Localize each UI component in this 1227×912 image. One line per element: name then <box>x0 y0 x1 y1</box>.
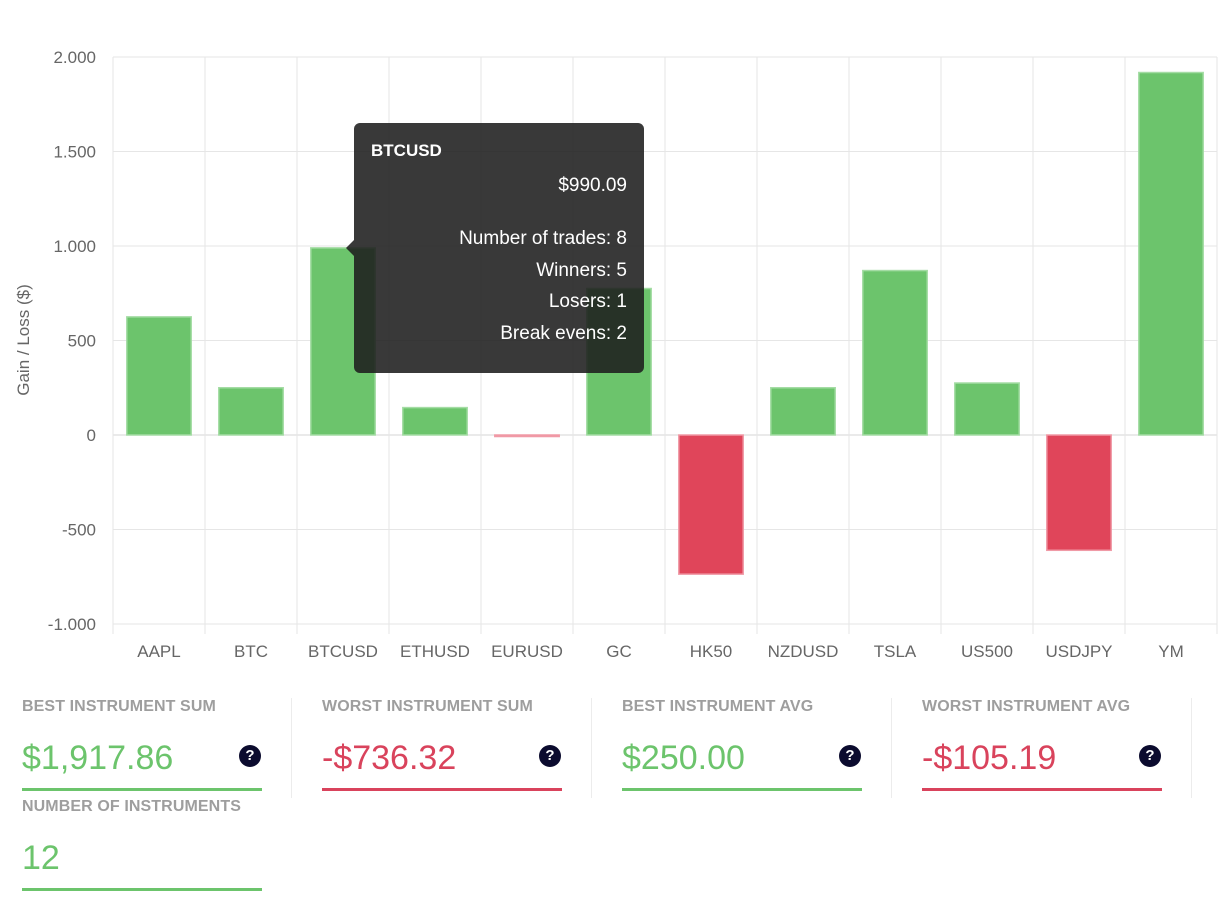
tooltip-caret <box>346 240 354 256</box>
stat-value: -$736.32 <box>322 739 457 777</box>
x-tick-label: NZDUSD <box>768 642 839 661</box>
y-tick-label: 1.000 <box>53 237 96 256</box>
y-tick-label: 0 <box>87 426 96 445</box>
bar-aapl[interactable] <box>126 316 192 436</box>
stat-divider <box>1191 698 1192 798</box>
bar-ethusd[interactable] <box>402 406 468 436</box>
stat-value: $1,917.86 <box>22 739 174 777</box>
x-tick-label: AAPL <box>137 642 180 661</box>
best-instrument-sum-card: BEST INSTRUMENT SUM $1,917.86 ? <box>22 683 262 793</box>
x-axis-ticks: AAPL BTC BTCUSD ETHUSD EURUSD GC HK50 NZDUSD TSL… <box>137 642 1183 661</box>
chart-bars <box>126 71 1204 575</box>
x-tick-label: BTC <box>234 642 268 661</box>
y-tick-label: -1.000 <box>48 615 96 634</box>
bar-us500[interactable] <box>954 382 1020 436</box>
help-icon[interactable]: ? <box>239 745 261 767</box>
stat-label: WORST INSTRUMENT AVG <box>922 698 1131 715</box>
bar-usdjpy[interactable] <box>1046 434 1112 552</box>
bar-nzdusd[interactable] <box>770 387 836 436</box>
tooltip-winners: Winners: 5 <box>536 259 627 281</box>
stat-underline <box>322 788 562 791</box>
y-tick-label: 1.500 <box>53 143 96 162</box>
stat-label: WORST INSTRUMENT SUM <box>322 698 533 715</box>
tooltip-title: BTCUSD <box>371 141 442 160</box>
bar-eurusd[interactable] <box>494 434 560 438</box>
stat-label: BEST INSTRUMENT SUM <box>22 698 216 715</box>
y-tick-label: -500 <box>62 521 96 540</box>
tooltip-break-evens: Break evens: 2 <box>500 322 627 344</box>
x-tick-label: YM <box>1158 642 1184 661</box>
tooltip-losers: Losers: 1 <box>548 291 627 312</box>
x-tick-label: EURUSD <box>491 642 563 661</box>
number-of-instruments-card: NUMBER OF INSTRUMENTS 12 <box>22 783 262 893</box>
x-tick-label: TSLA <box>874 642 917 661</box>
stat-value: -$105.19 <box>922 739 1057 777</box>
help-icon[interactable]: ? <box>1139 745 1161 767</box>
x-tick-label: HK50 <box>690 642 733 661</box>
stat-label: BEST INSTRUMENT AVG <box>622 698 814 715</box>
x-tick-label: USDJPY <box>1045 642 1112 661</box>
stat-value: $250.00 <box>622 739 745 777</box>
x-tick-label: GC <box>606 642 632 661</box>
bar-ym[interactable] <box>1138 71 1204 436</box>
y-tick-label: 500 <box>68 332 96 351</box>
stat-divider <box>891 698 892 798</box>
tooltip-spacer <box>371 197 627 228</box>
stat-underline <box>22 888 262 891</box>
bar-hk50[interactable] <box>678 434 744 575</box>
x-tick-label: US500 <box>961 642 1013 661</box>
y-axis-ticks: 2.000 1.500 1.000 500 0 -500 -1.000 <box>48 48 96 634</box>
x-tick-label: BTCUSD <box>308 642 378 661</box>
stat-divider <box>591 698 592 798</box>
stat-underline <box>622 788 862 791</box>
tooltip-trades: Number of trades: 8 <box>459 228 627 249</box>
stat-divider <box>291 698 292 798</box>
stat-value: 12 <box>22 839 60 877</box>
bar-tsla[interactable] <box>862 269 928 436</box>
chart-tooltip: BTCUSD $990.09 Number of trades: 8 Winne… <box>346 123 644 373</box>
bar-btc[interactable] <box>218 387 284 436</box>
tooltip-value: $990.09 <box>558 175 627 196</box>
worst-instrument-avg-card: WORST INSTRUMENT AVG -$105.19 ? <box>922 683 1162 793</box>
help-icon[interactable]: ? <box>539 745 561 767</box>
stat-underline <box>922 788 1162 791</box>
y-tick-label: 2.000 <box>53 48 96 67</box>
best-instrument-avg-card: BEST INSTRUMENT AVG $250.00 ? <box>622 683 862 793</box>
worst-instrument-sum-card: WORST INSTRUMENT SUM -$736.32 ? <box>322 683 562 793</box>
help-icon[interactable]: ? <box>839 745 861 767</box>
x-tick-label: ETHUSD <box>400 642 470 661</box>
stat-label: NUMBER OF INSTRUMENTS <box>22 798 241 815</box>
y-axis-label: Gain / Loss ($) <box>14 284 33 396</box>
stat-underline <box>22 788 262 791</box>
